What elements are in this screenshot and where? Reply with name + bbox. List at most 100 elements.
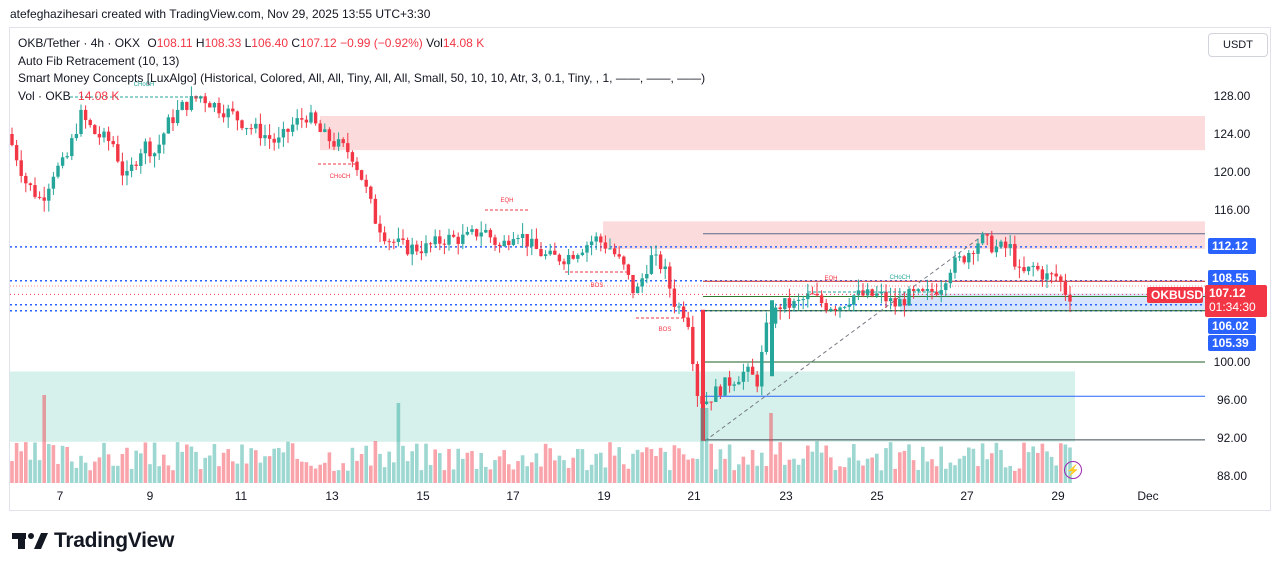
- candle: [727, 370, 732, 393]
- candle: [244, 127, 249, 135]
- volume-bar: [336, 470, 341, 483]
- candle: [1031, 262, 1035, 277]
- candle: [801, 295, 805, 310]
- candle: [622, 255, 626, 270]
- fib-indicator-title[interactable]: Auto Fib Retracement (10, 13): [18, 53, 180, 68]
- candle: [645, 265, 649, 284]
- candle: [231, 101, 235, 115]
- volume-bar: [433, 449, 437, 483]
- candle: [470, 225, 474, 235]
- volume-bar: [1036, 452, 1040, 483]
- candle: [461, 224, 465, 250]
- candle: [764, 312, 769, 355]
- attribution-text: atefeghazihesari created with TradingVie…: [10, 7, 431, 21]
- candle: [42, 186, 46, 212]
- candle: [51, 171, 56, 195]
- candle: [819, 290, 824, 308]
- candle: [493, 234, 497, 251]
- candle-rally: [770, 300, 774, 377]
- volume-bar: [737, 464, 741, 483]
- bar-countdown: 01:34:30: [1209, 300, 1256, 314]
- volume-bar: [249, 448, 253, 483]
- candle: [539, 241, 543, 257]
- x-tick-label: Dec: [1137, 489, 1158, 503]
- y-tick-label: 96.00: [1217, 393, 1247, 407]
- candle: [19, 150, 23, 183]
- volume-bar: [272, 448, 276, 483]
- candle: [530, 229, 534, 256]
- candle: [948, 269, 953, 289]
- volume-bar: [428, 465, 433, 483]
- volume-bar: [387, 451, 391, 483]
- candle: [824, 298, 828, 314]
- volume-bar: [19, 451, 23, 483]
- volume-bar: [654, 456, 658, 483]
- candle: [750, 358, 755, 375]
- candle: [778, 303, 782, 320]
- volume-bar: [732, 470, 736, 483]
- symbol-title[interactable]: OKB/Tether · 4h · OKX: [18, 36, 141, 50]
- volume-bar: [74, 467, 79, 483]
- volume-bar: [829, 457, 833, 483]
- smc-indicator-title[interactable]: Smart Money Concepts [LuxAlgo] (Historic…: [18, 71, 706, 85]
- volume-bar: [258, 462, 263, 483]
- candle: [189, 86, 194, 112]
- x-tick-label: 19: [597, 489, 611, 503]
- volume-bar: [1054, 465, 1058, 483]
- candle: [746, 363, 750, 382]
- candle: [272, 133, 276, 151]
- volume-indicator-row[interactable]: Vol · OKB 14.08 K: [18, 88, 705, 106]
- candle: [612, 243, 617, 257]
- price-tag-106: 106.02: [1208, 318, 1256, 334]
- fib-trend-line[interactable]: [704, 233, 986, 442]
- candle: [847, 298, 851, 311]
- x-tick-label: 21: [687, 489, 701, 503]
- tradingview-logo[interactable]: TradingView: [12, 529, 174, 553]
- tradingview-logo-icon: [12, 533, 48, 549]
- smc-annotation: CHoCH: [890, 275, 911, 281]
- candle: [106, 126, 111, 151]
- volume-bar: [502, 450, 506, 483]
- volume-bar: [691, 458, 695, 483]
- currency-button[interactable]: USDT: [1208, 33, 1268, 57]
- volume-bar: [240, 444, 244, 483]
- low-label: L: [244, 36, 252, 50]
- candle: [249, 123, 253, 135]
- volume-bar: [870, 457, 874, 483]
- zone-supply: [320, 115, 1205, 151]
- volume-bar: [520, 455, 525, 483]
- candle: [323, 123, 327, 133]
- volume-bar: [714, 469, 718, 483]
- candle: [668, 262, 672, 298]
- lightning-icon[interactable]: ⚡: [1064, 461, 1082, 479]
- candle: [608, 238, 612, 250]
- candle: [327, 127, 332, 149]
- volume-bar: [764, 465, 769, 483]
- candle: [139, 148, 143, 174]
- volume-bar: [999, 449, 1003, 483]
- candle: [737, 376, 741, 385]
- close-label: C: [291, 36, 301, 50]
- volume-bar: [566, 467, 571, 483]
- candle: [902, 291, 907, 317]
- volume-bar: [474, 468, 479, 483]
- candle: [378, 215, 382, 243]
- volume-bar: [51, 445, 56, 483]
- volume-bar: [33, 442, 37, 483]
- candle: [157, 134, 161, 160]
- candle: [180, 99, 184, 111]
- volume-bar: [456, 448, 460, 483]
- volume-bar: [189, 446, 194, 483]
- candle: [599, 233, 603, 252]
- volume-bar: [424, 443, 428, 483]
- candle: [760, 345, 764, 396]
- candle: [548, 243, 552, 256]
- volume-bar: [65, 446, 69, 483]
- zone-demand: [900, 293, 1205, 311]
- open-value: 108.11: [156, 36, 193, 50]
- candle: [971, 250, 976, 265]
- candle: [631, 274, 635, 299]
- volume-bar: [879, 470, 884, 483]
- candle: [571, 250, 575, 260]
